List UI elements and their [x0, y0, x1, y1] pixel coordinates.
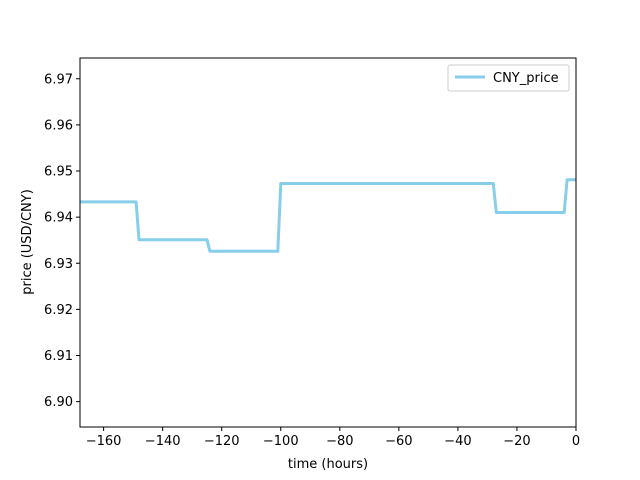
plot-area — [79, 57, 577, 428]
plot-frame — [79, 57, 577, 428]
y-tick-label: 6.91 — [44, 349, 73, 364]
x-tick-label: −160 — [86, 434, 122, 449]
y-tick-label: 6.96 — [44, 118, 73, 133]
y-axis-label: price (USD/CNY) — [20, 189, 35, 295]
x-axis-label: time (hours) — [288, 457, 368, 472]
y-tick-label: 6.95 — [44, 165, 73, 180]
x-tick-label: −140 — [145, 434, 181, 449]
x-tick-label: −20 — [503, 434, 530, 449]
y-tick-label: 6.97 — [44, 72, 73, 87]
legend: CNY_price — [447, 64, 570, 92]
series-layer — [80, 178, 576, 253]
x-tick-label: −40 — [444, 434, 471, 449]
x-tick-label: −60 — [385, 434, 412, 449]
y-tick-label: 6.90 — [44, 395, 73, 410]
y-tick-label: 6.92 — [44, 303, 73, 318]
x-axis: −160 −140 −120 −100 −80 −60 −40 −20 0 — [86, 427, 580, 449]
y-tick-label: 6.94 — [44, 211, 73, 226]
x-tick-label: −100 — [263, 434, 299, 449]
x-tick-label: −80 — [326, 434, 353, 449]
legend-label: CNY_price — [493, 71, 559, 86]
series-line-CNY_price — [80, 178, 576, 253]
x-tick-label: −120 — [204, 434, 240, 449]
y-tick-label: 6.93 — [44, 257, 73, 272]
legend-box — [447, 64, 570, 92]
x-tick-label: 0 — [572, 434, 580, 449]
y-axis: 6.90 6.91 6.92 6.93 6.94 6.95 6.96 6.97 — [44, 72, 80, 410]
